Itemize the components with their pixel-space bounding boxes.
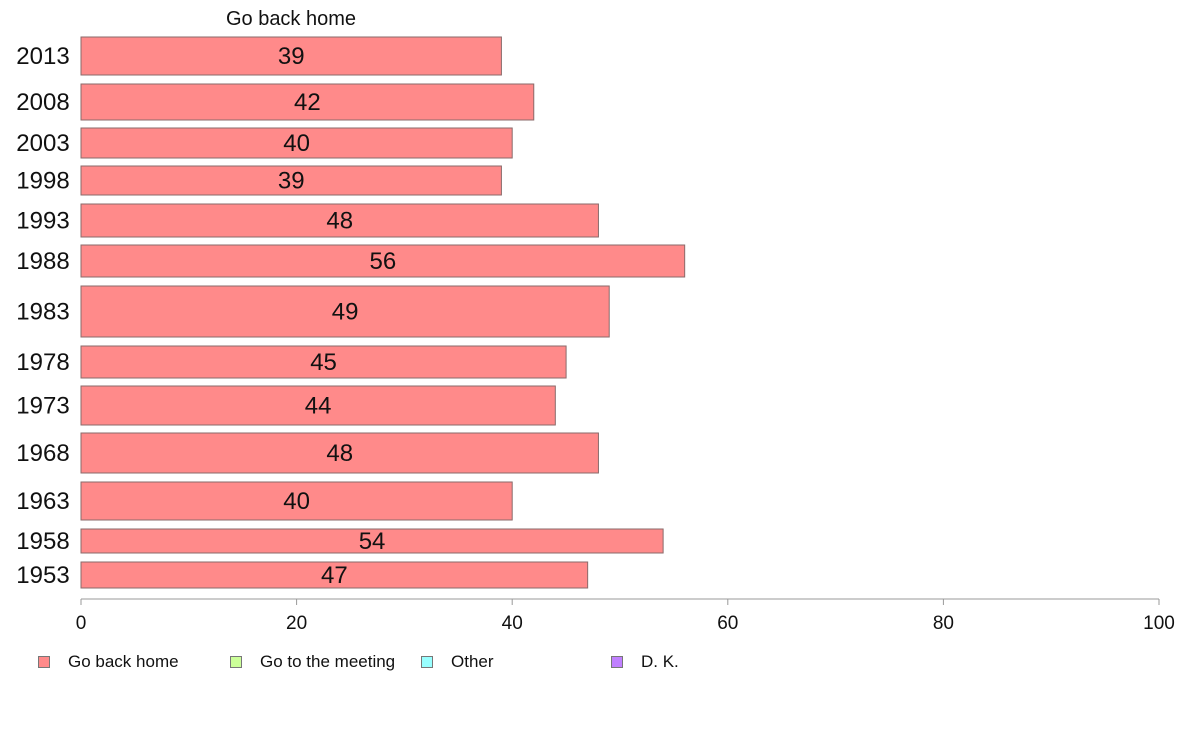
bar-1983 (80, 285, 610, 338)
bar-1988 (80, 244, 686, 278)
bar-2003 (80, 127, 513, 159)
category-label: 1963 (16, 488, 69, 515)
x-tick-label: 20 (286, 613, 307, 634)
category-label: 2013 (16, 43, 69, 70)
category-label: 1958 (16, 528, 69, 555)
data-label: 42 (294, 89, 321, 116)
category-label: 1993 (16, 208, 69, 235)
category-label: 1998 (16, 168, 69, 195)
x-tick-label: 0 (76, 613, 87, 634)
legend-swatch (421, 656, 433, 668)
legend: Go back home Go to the meeting Other D. … (38, 652, 758, 674)
legend-swatch (230, 656, 242, 668)
data-label: 45 (310, 349, 337, 376)
legend-item-go-back-home: Go back home (38, 652, 179, 672)
data-label: 39 (278, 43, 305, 70)
category-label: 1978 (16, 349, 69, 376)
data-label: 40 (283, 130, 310, 157)
data-label: 40 (283, 488, 310, 515)
category-label: 1988 (16, 248, 69, 275)
x-axis: 0 20 40 60 80 100 (76, 598, 1175, 634)
bar-2013 (80, 36, 502, 76)
legend-swatch (38, 656, 50, 668)
data-label: 47 (321, 562, 348, 589)
bar-1998 (80, 165, 502, 196)
legend-label: Go back home (68, 652, 179, 671)
bar-1958 (80, 528, 664, 554)
bar-1973 (80, 385, 556, 426)
category-label: 1983 (16, 299, 69, 326)
panel-title: Go back home (226, 8, 356, 30)
data-label: 48 (326, 208, 353, 235)
data-label: 48 (326, 440, 353, 467)
category-label: 1953 (16, 562, 69, 589)
bar-1978 (80, 345, 567, 379)
x-tick-label: 40 (502, 613, 523, 634)
bar-1953 (80, 561, 589, 589)
legend-swatch (611, 656, 623, 668)
legend-label: D. K. (641, 652, 679, 671)
data-label: 44 (305, 393, 332, 420)
bar-1963 (80, 481, 513, 521)
bars-group: 2013 39 2008 42 2003 40 1998 39 1993 48 1988 56 1983… (16, 36, 686, 589)
category-label: 2008 (16, 89, 69, 116)
data-label: 54 (359, 528, 386, 555)
legend-label: Go to the meeting (260, 652, 396, 671)
data-label: 56 (369, 248, 396, 275)
x-tick-label: 100 (1143, 613, 1175, 634)
legend-item-go-to-the-meeting: Go to the meeting (230, 652, 395, 672)
x-tick-label: 60 (717, 613, 738, 634)
legend-item-dk: D. K. (611, 652, 679, 672)
bar-1993 (80, 203, 599, 238)
legend-label: Other (451, 652, 494, 671)
category-label: 1968 (16, 440, 69, 467)
x-tick-label: 80 (933, 613, 954, 634)
bar-2008 (80, 83, 535, 121)
category-label: 1973 (16, 393, 69, 420)
data-label: 49 (332, 299, 359, 326)
category-label: 2003 (16, 130, 69, 157)
data-label: 39 (278, 168, 305, 195)
bar-1968 (80, 432, 599, 474)
legend-item-other: Other (421, 652, 494, 672)
